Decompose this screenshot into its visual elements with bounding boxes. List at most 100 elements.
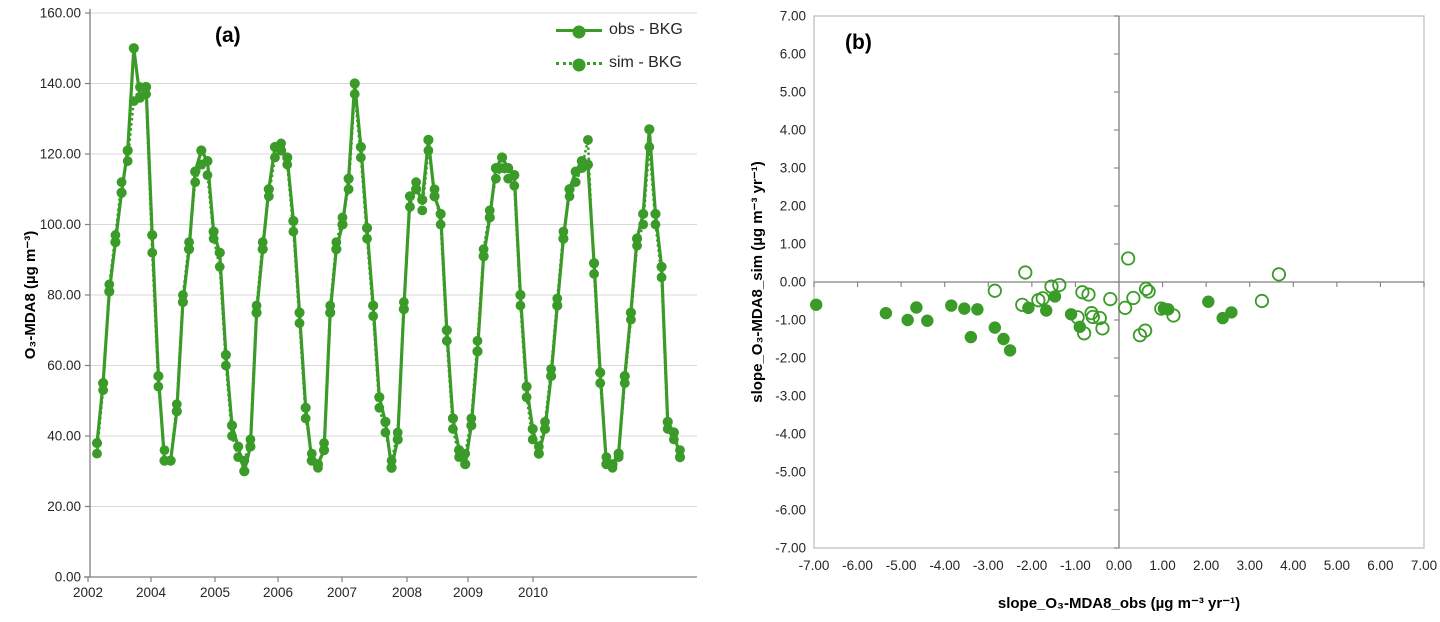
axis-tick-label: 4.00	[780, 123, 806, 138]
axis-tick-label: 160.00	[40, 6, 81, 21]
data-point-obs	[337, 219, 348, 230]
scatter-point-filled	[964, 330, 978, 344]
axis-tick-label: -6.00	[775, 503, 806, 518]
data-point-obs	[282, 152, 293, 163]
data-point-obs	[325, 307, 336, 318]
data-point-obs	[398, 304, 409, 315]
scatter-point-open	[987, 283, 1002, 298]
axis-tick-label: -5.00	[775, 465, 806, 480]
scatter-point-filled	[1064, 308, 1078, 321]
data-point-obs	[343, 173, 354, 184]
data-point-obs	[619, 370, 630, 382]
panel-b-y-axis-title: slope_O₃-MDA8_sim (µg m⁻³ yr⁻¹)	[749, 161, 766, 403]
panel-b-letter: (b)	[845, 31, 872, 54]
scatter-point-filled	[958, 302, 971, 315]
scatter-point-open	[1254, 293, 1270, 309]
data-point-obs	[656, 261, 667, 272]
data-point-obs	[582, 159, 594, 170]
legend-item-sim: sim - BKG	[556, 51, 683, 75]
data-point-obs	[233, 441, 244, 452]
data-point-obs	[435, 208, 446, 220]
scatter-point-open	[1126, 290, 1141, 306]
axis-tick-label: 5.00	[780, 85, 806, 100]
axis-tick-label: 6.00	[780, 47, 806, 62]
data-point-obs	[294, 307, 305, 318]
data-point-obs	[668, 427, 679, 438]
data-point-obs	[153, 370, 164, 382]
axis-tick-label: 2006	[263, 585, 293, 600]
data-point-obs	[478, 251, 489, 262]
panel-a-letter: (a)	[215, 24, 241, 47]
data-point-obs	[392, 434, 403, 445]
scatter-point-open	[1103, 291, 1118, 307]
data-point-obs	[539, 423, 551, 435]
axis-tick-label: 3.00	[1237, 558, 1263, 573]
data-point-sim	[92, 448, 102, 459]
data-point-obs	[533, 448, 544, 459]
data-point-obs	[220, 349, 231, 361]
axis-tick-label: 2008	[392, 585, 422, 600]
scatter-point-open	[1095, 321, 1110, 336]
scatter-point-filled	[988, 321, 1002, 334]
axis-tick-label: -2.00	[1016, 558, 1047, 573]
legend: obs - BKG sim - BKG	[556, 18, 683, 75]
scatter-point-open	[1085, 309, 1100, 325]
data-point-obs	[110, 237, 121, 248]
scatter-point-open	[1138, 281, 1154, 296]
data-point-obs	[140, 81, 152, 93]
axis-tick-label: 4.00	[1280, 558, 1306, 573]
axis-tick-label: -3.00	[973, 558, 1004, 573]
data-point-obs	[631, 233, 643, 244]
data-point-obs	[527, 423, 538, 435]
axis-tick-label: 2005	[200, 585, 230, 600]
data-point-obs	[503, 163, 514, 174]
data-point-obs	[251, 307, 262, 318]
data-point-sim	[583, 135, 593, 145]
data-point-sim	[411, 177, 422, 188]
scatter-point-open	[1118, 300, 1133, 315]
axis-tick-label: -7.00	[799, 558, 830, 573]
data-point-obs	[263, 184, 274, 195]
data-point-obs	[245, 441, 256, 452]
scatter-point-open	[1138, 323, 1153, 338]
data-point-obs	[521, 381, 532, 392]
scatter-point-filled	[945, 299, 958, 312]
axis-tick-label: 5.00	[1324, 558, 1350, 573]
data-point-obs	[423, 134, 434, 145]
data-point-obs	[183, 244, 195, 255]
axis-tick-label: -7.00	[775, 541, 806, 556]
scatter-point-filled	[921, 314, 934, 327]
data-point-obs	[404, 191, 416, 202]
data-point-obs	[177, 296, 189, 308]
axis-tick-label: 2.00	[1193, 558, 1219, 573]
data-point-obs	[165, 455, 176, 466]
axis-tick-label: -3.00	[775, 389, 806, 404]
scatter-point-open	[1121, 251, 1136, 266]
data-point-obs	[128, 43, 139, 54]
axis-tick-label: 2007	[327, 585, 357, 600]
axis-tick-label: 7.00	[1411, 558, 1437, 573]
scatter-point-open	[1271, 267, 1287, 282]
axis-tick-label: -5.00	[886, 558, 917, 573]
data-point-obs	[239, 466, 250, 477]
axis-tick-label: 2009	[453, 585, 483, 600]
scatter-point-open	[1092, 310, 1107, 326]
data-point-obs	[257, 244, 268, 255]
data-point-obs	[147, 229, 158, 241]
data-point-obs	[607, 459, 618, 470]
data-point-obs	[496, 152, 508, 163]
axis-tick-label: -4.00	[929, 558, 960, 573]
sim-series-swatch-icon	[556, 58, 602, 71]
axis-tick-label: -4.00	[775, 427, 806, 442]
scatter-point-filled	[971, 303, 984, 316]
scatter-point-filled	[901, 313, 914, 327]
axis-tick-label: -6.00	[842, 558, 873, 573]
panel-a-y-axis-title: O₃-MDA8 (µg m⁻³)	[22, 230, 39, 360]
scatter-point-open	[1075, 285, 1090, 300]
data-point-obs	[190, 166, 201, 177]
data-point-sim	[417, 205, 428, 216]
data-point-obs	[552, 300, 563, 311]
data-point-obs	[466, 420, 477, 431]
